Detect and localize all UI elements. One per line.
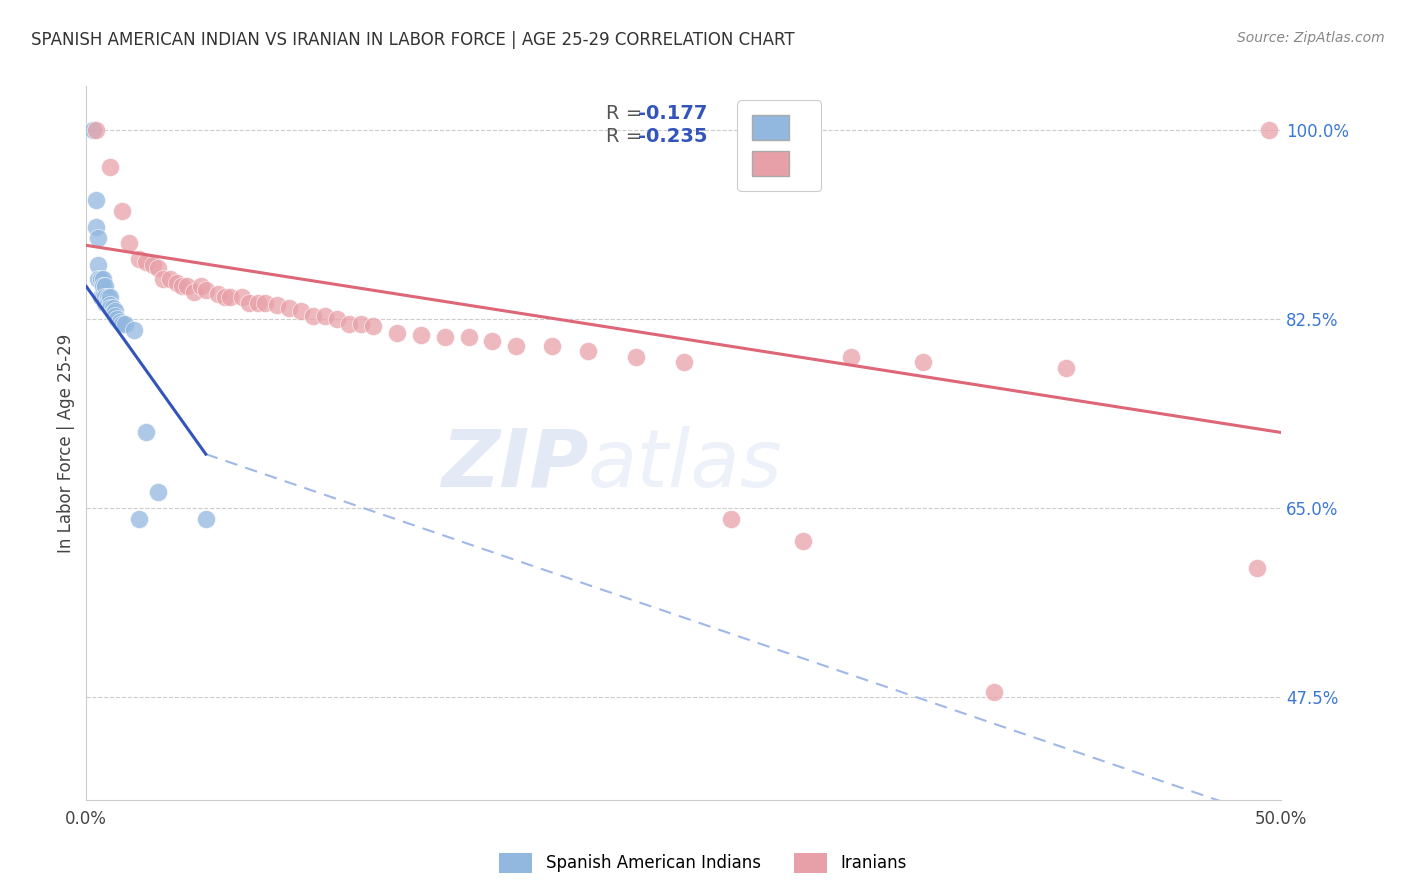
Text: -0.177: -0.177 — [638, 104, 707, 123]
Point — [111, 318, 134, 332]
Point — [266, 298, 288, 312]
Point — [792, 533, 814, 548]
Point — [361, 319, 384, 334]
Text: SPANISH AMERICAN INDIAN VS IRANIAN IN LABOR FORCE | AGE 25-29 CORRELATION CHART: SPANISH AMERICAN INDIAN VS IRANIAN IN LA… — [31, 31, 794, 49]
Point — [290, 304, 312, 318]
Point — [84, 122, 107, 136]
Point — [91, 279, 114, 293]
Point — [194, 283, 217, 297]
Point — [911, 355, 934, 369]
Point — [97, 295, 120, 310]
Point — [720, 512, 742, 526]
Point — [97, 290, 120, 304]
Point — [90, 290, 112, 304]
Point — [114, 318, 136, 332]
Point — [409, 328, 432, 343]
Point — [314, 309, 336, 323]
Point — [254, 295, 277, 310]
Point — [84, 219, 107, 234]
Point — [194, 512, 217, 526]
Point — [91, 290, 114, 304]
Point — [218, 290, 240, 304]
Point — [576, 344, 599, 359]
Point — [457, 330, 479, 344]
Point — [94, 290, 117, 304]
Point — [481, 334, 503, 348]
Point — [1054, 360, 1077, 375]
Point — [87, 272, 110, 286]
Point — [1258, 122, 1281, 136]
Point — [505, 339, 527, 353]
Point — [839, 350, 862, 364]
Point — [231, 290, 253, 304]
Text: Source: ZipAtlas.com: Source: ZipAtlas.com — [1237, 31, 1385, 45]
Point — [433, 330, 456, 344]
Point — [111, 203, 134, 218]
Point — [146, 485, 169, 500]
Text: 50: 50 — [768, 127, 794, 145]
Point — [94, 279, 117, 293]
Text: R =: R = — [606, 104, 648, 123]
Point — [94, 295, 117, 310]
Point — [207, 287, 229, 301]
Point — [238, 295, 260, 310]
Point — [98, 301, 121, 315]
Point — [983, 685, 1005, 699]
Point — [214, 290, 236, 304]
Point — [142, 258, 165, 272]
Point — [108, 315, 131, 329]
Point — [101, 301, 124, 315]
Point — [1246, 560, 1268, 574]
Point — [146, 261, 169, 276]
Text: atlas: atlas — [588, 425, 783, 504]
Point — [350, 318, 373, 332]
Point — [190, 279, 212, 293]
Text: ZIP: ZIP — [440, 425, 588, 504]
Legend: Spanish American Indians, Iranians: Spanish American Indians, Iranians — [492, 847, 914, 880]
Point — [118, 236, 141, 251]
Point — [84, 193, 107, 207]
Point — [672, 355, 695, 369]
Point — [152, 272, 174, 286]
Point — [541, 339, 564, 353]
Point — [98, 161, 121, 175]
Point — [326, 312, 349, 326]
Text: -0.235: -0.235 — [638, 127, 707, 145]
Text: R =: R = — [606, 127, 648, 145]
Point — [159, 272, 181, 286]
Point — [337, 318, 360, 332]
Point — [135, 254, 157, 268]
Legend:  ,  : , — [737, 100, 821, 191]
Point — [170, 279, 193, 293]
Point — [166, 277, 188, 291]
Text: N =: N = — [737, 104, 780, 123]
Point — [98, 298, 121, 312]
Point — [87, 231, 110, 245]
Point — [101, 306, 124, 320]
Point — [135, 425, 157, 440]
Point — [122, 323, 145, 337]
Point — [302, 309, 325, 323]
Point — [90, 272, 112, 286]
Point — [91, 272, 114, 286]
Point — [624, 350, 647, 364]
Point — [176, 279, 198, 293]
Text: N =: N = — [737, 127, 780, 145]
Point — [278, 301, 301, 315]
Point — [87, 258, 110, 272]
Point — [104, 309, 127, 323]
Point — [385, 326, 408, 340]
Y-axis label: In Labor Force | Age 25-29: In Labor Force | Age 25-29 — [58, 334, 75, 553]
Point — [247, 295, 270, 310]
Point — [105, 312, 128, 326]
Point — [128, 252, 150, 267]
Point — [98, 290, 121, 304]
Point — [104, 304, 127, 318]
Point — [128, 512, 150, 526]
Point — [82, 122, 104, 136]
Point — [183, 285, 205, 299]
Text: 32: 32 — [768, 104, 794, 123]
